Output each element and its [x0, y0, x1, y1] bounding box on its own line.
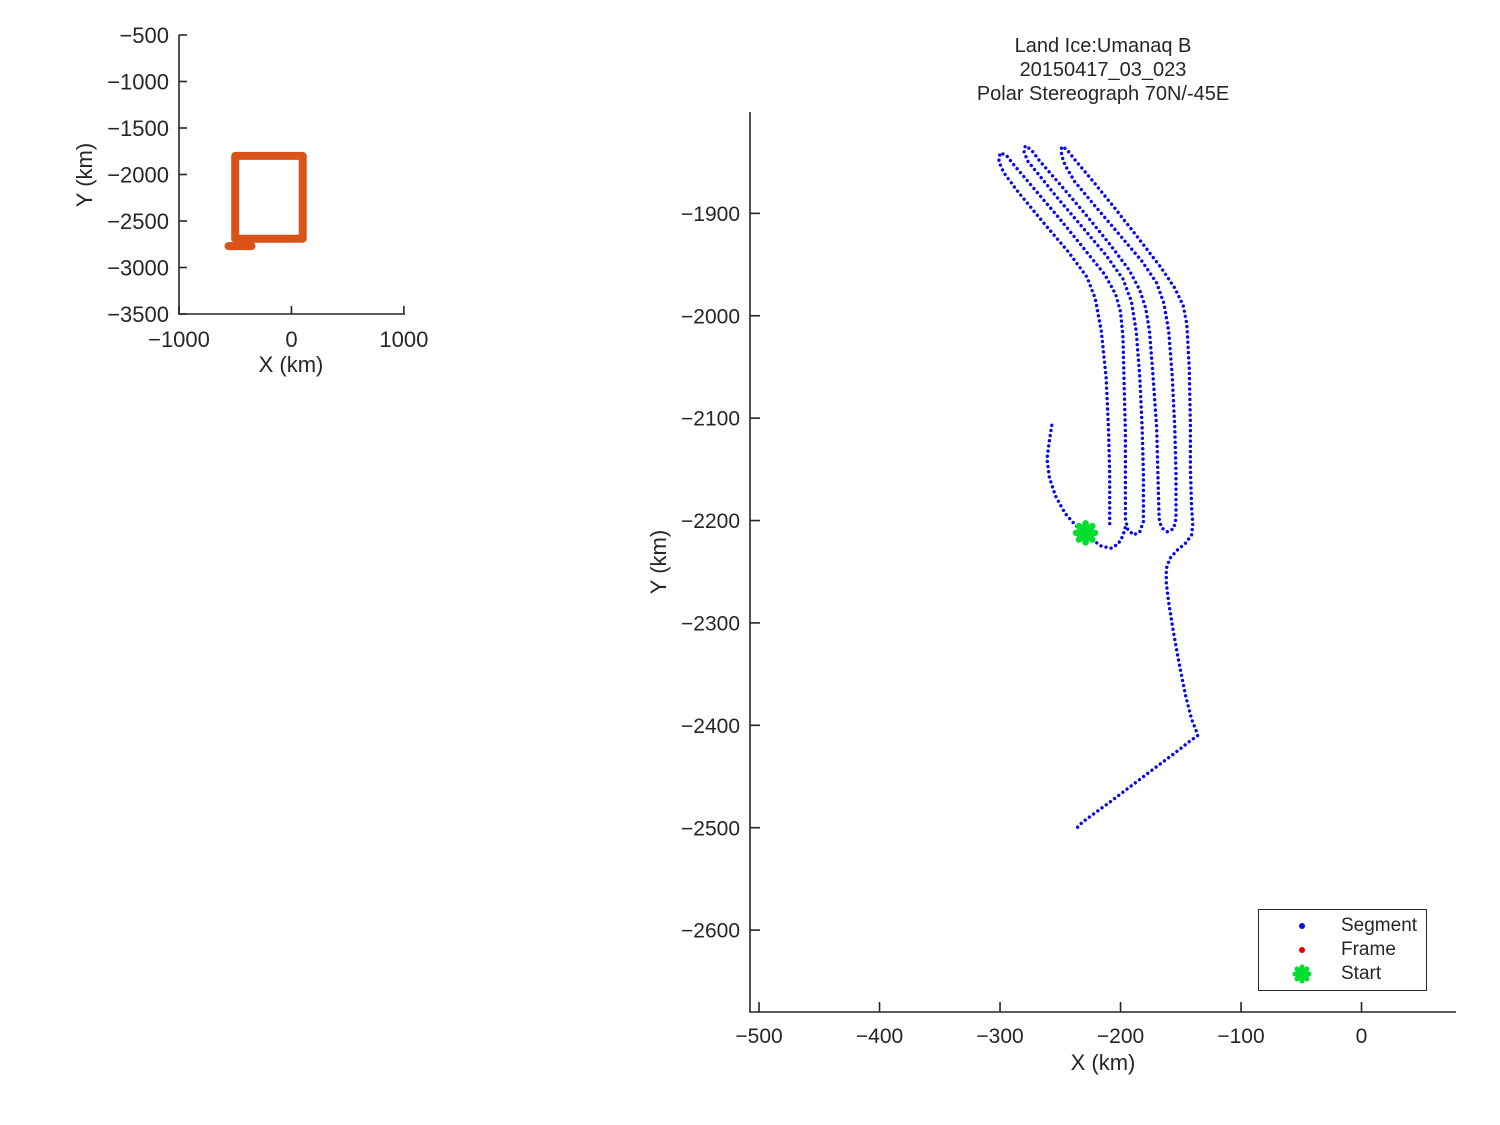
flight-track-y-tick-label: −2300	[681, 612, 740, 635]
overview-y-tick-label: −1500	[107, 116, 169, 141]
flight-track-y-tick-label: −2400	[681, 715, 740, 738]
start-star-icon	[1292, 964, 1312, 984]
flight-track-y-tick-label: −2500	[681, 817, 740, 840]
legend-start-star-stroke	[1294, 966, 1310, 982]
flight-track-x-tick-label: −400	[856, 1025, 903, 1048]
overview-y-tick-label: −3500	[107, 302, 169, 327]
start-marker-stroke	[1075, 522, 1096, 543]
start-star-marker	[1259, 963, 1331, 985]
overview-y-axis-label: Y (km)	[72, 142, 97, 208]
coverage-box	[231, 151, 307, 243]
flight-track-y-tick-label: −2600	[681, 920, 740, 943]
flight-track-x-tick-label: −200	[1097, 1025, 1144, 1048]
flight-track-y-tick-label: −2100	[681, 408, 740, 431]
main-plot-title: Land Ice:Umanaq B 20150417_03_023 Polar …	[853, 34, 1353, 106]
overview-y-tick-label: −1000	[107, 69, 169, 94]
overview-y-tick-label: −500	[119, 23, 169, 48]
legend-label-frame: Frame	[1341, 939, 1396, 960]
overview-x-axis-label: X (km)	[258, 352, 324, 377]
legend-box: Segment Frame Start	[1258, 909, 1427, 991]
flight-track-y-tick-label: −2000	[681, 305, 740, 328]
flight-track-x-tick-label: 0	[1356, 1025, 1368, 1048]
legend-label-start: Start	[1341, 963, 1382, 984]
legend-start-star	[1292, 964, 1312, 984]
frame-dot-marker	[1259, 947, 1331, 953]
legend-item-frame: Frame	[1259, 938, 1426, 962]
flight-track-x-tick-label: −300	[976, 1025, 1023, 1048]
segment-dot-marker	[1259, 923, 1331, 929]
flight-track-y-tick-label: −1900	[681, 203, 740, 226]
flight-track-axis-spines	[749, 112, 1456, 1013]
start-marker	[1072, 520, 1099, 546]
overview-y-tick-label: −2500	[107, 209, 169, 234]
overview-axis-spines	[178, 35, 405, 315]
title-line-2: 20150417_03_023	[1019, 59, 1187, 81]
legend-item-segment: Segment	[1259, 914, 1426, 938]
flight-track-y-tick-label: −2200	[681, 510, 740, 533]
segment-track-1	[997, 144, 1200, 830]
overview-y-tick-label: −2000	[107, 162, 169, 187]
overview-y-tick-label: −3000	[107, 255, 169, 280]
overview-x-tick-label: −1000	[148, 327, 210, 352]
title-line-1: Land Ice:Umanaq B	[1014, 35, 1192, 57]
flight-track-x-tick-label: −100	[1217, 1025, 1264, 1048]
overview-x-tick-label: 1000	[379, 327, 428, 352]
legend-item-start: Start	[1259, 962, 1426, 986]
legend-label-segment: Segment	[1341, 915, 1418, 936]
main-y-axis-label: Y (km)	[646, 529, 671, 595]
main-x-axis-label: X (km)	[1070, 1050, 1136, 1075]
title-line-3: Polar Stereograph 70N/-45E	[976, 83, 1230, 105]
overview-x-tick-label: 0	[285, 327, 297, 352]
flight-track-x-tick-label: −500	[735, 1025, 782, 1048]
